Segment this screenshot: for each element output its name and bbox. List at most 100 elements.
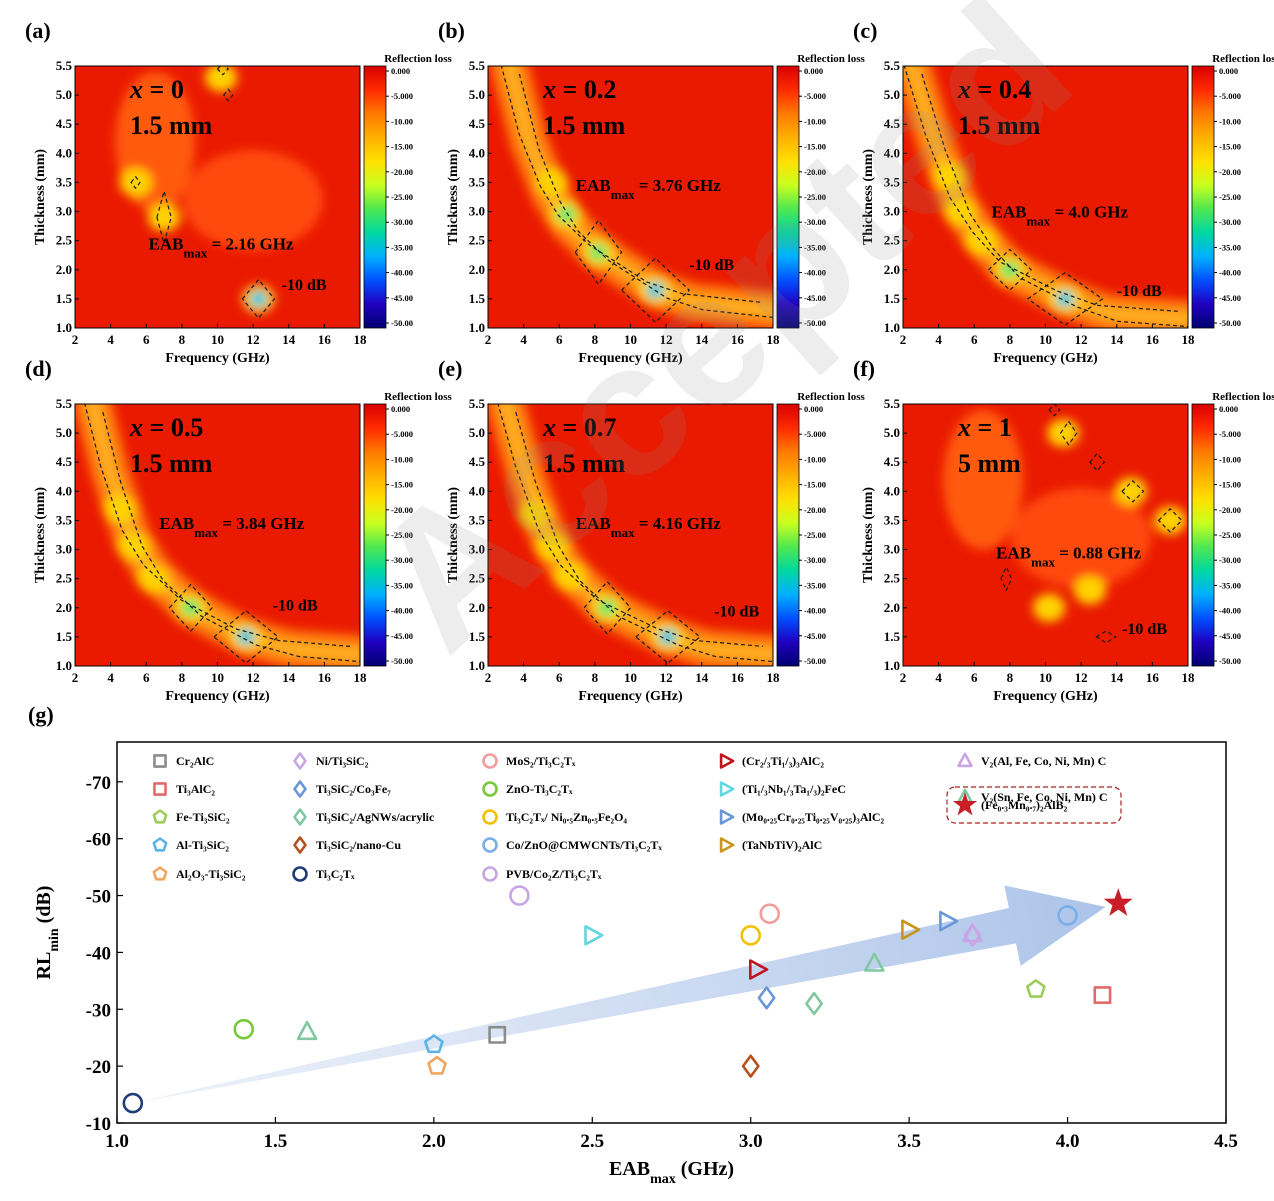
legend-label: (Cr₂/₃Ti₁/₃)₃AlC₂ (742, 754, 824, 768)
x-tick-label: 10 (1039, 332, 1052, 347)
x-tick-label: 4.5 (1214, 1131, 1238, 1152)
heatmap-panels: 2 4 6 8 10 12 14 16 18 1.0 1.5 2.0 2.5 3.0 3.5 4.0 4.5 5.… (25, 18, 1274, 704)
contour-10db (574, 219, 623, 285)
heatmap-panel-1: 2 4 6 8 10 12 14 16 18 1.0 1.5 2.0 2.5 3.0 3.5 4.0 4.5 5.… (438, 18, 865, 366)
hot-spot (1040, 599, 1059, 616)
absorption-band-core (498, 404, 773, 662)
x-tick-label: 12 (660, 332, 673, 347)
x-tick-label: 3.5 (897, 1131, 921, 1152)
heatmap-texture (75, 404, 360, 666)
colorbar (363, 65, 387, 329)
colorbar-title: Reflection loss (384, 391, 452, 403)
composition-symbol: x (957, 75, 971, 104)
y-tick-label: 4.0 (884, 145, 900, 160)
legend-label: Ni/Ti₃SiC₂ (316, 754, 369, 768)
y-tick-label: 1.5 (56, 629, 73, 644)
y-tick-label: 5.5 (469, 58, 486, 73)
composition-value: = 0.2 (556, 75, 616, 104)
y-tick-label: 4.5 (469, 116, 486, 131)
colorbar-tick-label: -45.00 (391, 631, 413, 641)
colorbar-tick-label: 0.000 (804, 66, 823, 76)
colorbar-title: Reflection loss (1212, 391, 1274, 403)
x-tick-label: 18 (767, 670, 781, 685)
eab-subscript: max (194, 525, 218, 540)
colorbar-tick-label: -35.00 (1219, 580, 1241, 590)
y-tick-label: 1.0 (884, 658, 900, 673)
x-tick-label: 14 (282, 332, 296, 347)
x-tick-label: 10 (211, 670, 224, 685)
colorbar-tick-label: -45.00 (391, 293, 413, 303)
scatter-panel: (g) 1.0 1.5 2.0 2.5 3.0 3.5 4.0 4.5 -10 -20 -30 -40 -… (28, 702, 1238, 1187)
eab-value: = 3.76 GHz (635, 176, 722, 195)
trend-arrow (132, 885, 1106, 1104)
hot-spot (589, 244, 608, 261)
hot-spot-core (1061, 294, 1070, 303)
hot-spot (110, 500, 129, 517)
legend-marker (719, 837, 735, 853)
hot-spot (951, 203, 969, 220)
contour-10db (903, 66, 1179, 312)
y-tick-label: 1.5 (56, 291, 73, 306)
y-tick-label: 3.5 (884, 512, 901, 527)
legend-item: Ti₃C₂Tₓ (292, 866, 355, 882)
colorbar-tick-label: -25.00 (804, 192, 826, 202)
legend-label: (TaNbTiV)₂AlC (742, 838, 822, 852)
colorbar-tick-label: -15.00 (391, 480, 413, 490)
x-tick-label: 6 (143, 670, 150, 685)
hot-spot (155, 209, 174, 226)
x-tick-label: 10 (624, 670, 637, 685)
colorbar-tick-label: -10.00 (391, 116, 413, 126)
y-axis-label: Thickness (mm) (33, 487, 48, 583)
heatmap-panel-0: 2 4 6 8 10 12 14 16 18 1.0 1.5 2.0 2.5 3.0 3.5 4.0 4.5 5.… (25, 18, 452, 366)
eab-label: EABmax = 3.76 GHz (576, 176, 721, 202)
composition-label: x = 0.5 (129, 413, 203, 442)
eab-subscript: max (611, 525, 635, 540)
heatmap-texture (488, 404, 773, 666)
composition-symbol: x (129, 413, 143, 442)
y-tick-label: -20 (86, 1057, 111, 1078)
x-tick-label: 14 (282, 670, 296, 685)
y-tick-label: 5.0 (56, 425, 72, 440)
colorbar-tick-label: -50.00 (804, 318, 826, 328)
legend-marker (719, 809, 735, 825)
contour-10db (518, 73, 773, 319)
x-tick-label: 6 (971, 670, 978, 685)
data-point (584, 924, 604, 946)
composition-symbol: x (542, 413, 556, 442)
colorbar-tick-label: -5.000 (804, 429, 826, 439)
x-tick-label: 8 (592, 670, 599, 685)
x-tick-label: 2 (72, 332, 79, 347)
y-tick-label: 2.5 (469, 571, 486, 586)
y-tick-label: 4.0 (56, 483, 72, 498)
x-axis-label: Frequency (GHz) (578, 689, 683, 704)
x-tick-label: 8 (179, 332, 186, 347)
colorbar-tick-label: -25.00 (1219, 530, 1241, 540)
colorbar-tick-label: -50.00 (1219, 318, 1241, 328)
legend-label: Fe-Ti₃SiC₂ (176, 810, 230, 824)
legend-label: Ti₃AlC₂ (176, 782, 215, 796)
colorbar-tick-label: -10.00 (391, 454, 413, 464)
contour-10db (1000, 566, 1013, 591)
legend-item: Ti₃AlC₂ (153, 782, 215, 796)
y-tick-label: 2.5 (884, 571, 901, 586)
data-point (1026, 979, 1046, 998)
y-tick-label: 4.0 (56, 145, 72, 160)
y-tick-label: 2.0 (469, 262, 485, 277)
data-point (740, 925, 762, 946)
y-tick-label: 3.0 (469, 204, 485, 219)
colorbar-tick-label: -10.00 (1219, 454, 1241, 464)
legend-item: Cr₂AlC (153, 754, 214, 768)
label-subscript: min (47, 928, 62, 952)
colorbar-tick-label: -45.00 (804, 293, 826, 303)
colorbar-tick-label: -25.00 (1219, 192, 1241, 202)
legend-label: MoS₂/Ti₃C₂Tₓ (506, 754, 576, 768)
contour-10db (1060, 420, 1078, 446)
x-tick-label: 4 (520, 670, 527, 685)
colorbar-tick-label: -25.00 (391, 530, 413, 540)
legend-label: (Mo₀.₂₅Cr₀.₂₅Ti₀.₂₅V₀.₂₅)₃AlC₂ (742, 810, 885, 824)
eab-prefix: EAB (576, 176, 611, 195)
colorbar-tick-label: -5.000 (804, 91, 826, 101)
label-part: RL (33, 952, 55, 980)
x-tick-label: 16 (731, 670, 745, 685)
contour-10db (102, 411, 360, 663)
